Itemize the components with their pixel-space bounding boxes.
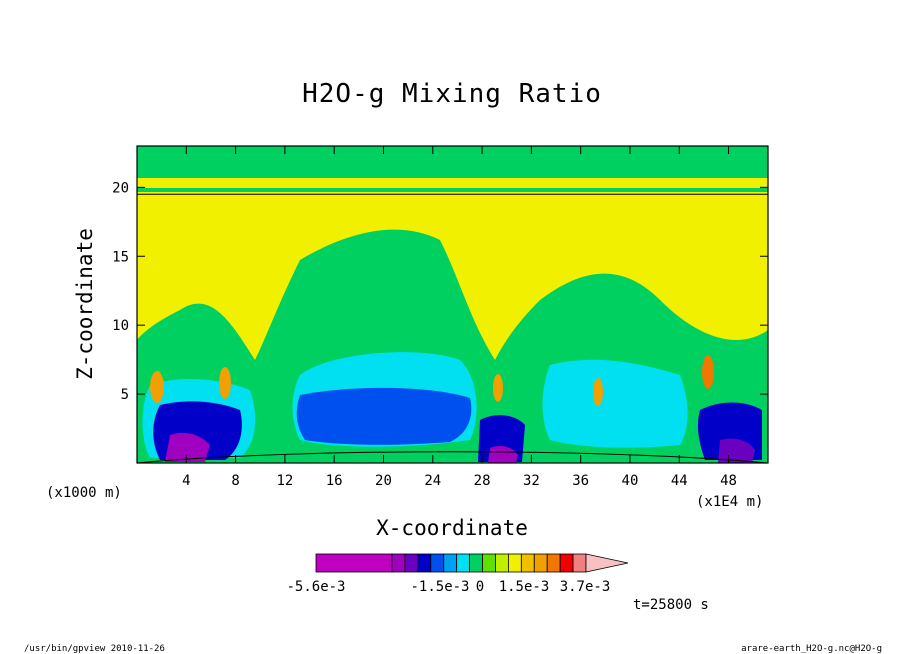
y-axis-label: Z-coordinate <box>73 228 97 380</box>
x-tick-label: 36 <box>572 473 589 489</box>
plot-frame <box>136 145 769 464</box>
colorbar-swatch <box>495 553 509 573</box>
y-ticks: 5 10 15 20 <box>112 180 768 403</box>
x-tick-label: 20 <box>375 473 392 489</box>
x-tick-label: 40 <box>622 473 639 489</box>
y-tick-label: 20 <box>112 180 129 196</box>
colorbar-swatch <box>315 553 393 573</box>
x-ticks: 4 8 12 16 20 24 28 32 36 40 44 48 <box>182 146 737 489</box>
x-tick-label: 44 <box>671 473 688 489</box>
colorbar-swatch <box>507 553 522 573</box>
contour-region <box>718 438 755 463</box>
x-tick-label: 8 <box>231 473 239 489</box>
colorbar-swatch <box>456 553 470 573</box>
x-tick-label: 32 <box>523 473 540 489</box>
colorbar-tick-labels: -5.6e-3 -1.5e-3 0 1.5e-3 3.7e-3 <box>286 579 610 595</box>
x-tick-label: 48 <box>720 473 737 489</box>
colorbar-swatch <box>391 553 406 573</box>
y-tick-label: 10 <box>112 318 129 334</box>
contour-region <box>702 355 714 389</box>
colorbar-swatch <box>404 553 419 573</box>
x-tick-label: 16 <box>326 473 343 489</box>
contour-region <box>137 188 768 192</box>
colorbar-swatch <box>572 553 587 573</box>
colorbar-swatch <box>417 553 432 573</box>
colorbar-swatch <box>482 553 496 573</box>
colorbar <box>315 553 629 573</box>
colorbar-tick-label: 1.5e-3 <box>499 579 550 595</box>
contour-region <box>542 359 688 448</box>
y-tick-label: 5 <box>121 387 129 403</box>
colorbar-swatch <box>443 553 458 573</box>
colorbar-swatch <box>469 553 483 573</box>
contour-region <box>540 275 690 360</box>
footer-right: arare-earth_H2O-g.nc@H2O-g <box>741 644 882 654</box>
x-tick-label: 28 <box>474 473 491 489</box>
contour-region <box>488 446 518 463</box>
contour-field <box>137 146 768 463</box>
colorbar-swatch <box>546 553 561 573</box>
contour-region <box>219 367 231 399</box>
colorbar-swatch <box>430 553 445 573</box>
contour-region <box>296 387 472 445</box>
contour-region <box>165 432 210 462</box>
contour-region <box>137 451 768 463</box>
footer-left: /usr/bin/gpview 2010-11-26 <box>24 644 165 654</box>
colorbar-extend-arrow <box>585 553 629 573</box>
contour-region <box>593 378 603 406</box>
contour-region <box>150 371 164 403</box>
time-label: t=25800 s <box>633 597 709 613</box>
colorbar-swatch <box>520 553 535 573</box>
colorbar-tick-label: 3.7e-3 <box>560 579 611 595</box>
y-tick-label: 15 <box>112 249 129 265</box>
colorbar-swatch <box>559 553 574 573</box>
x-tick-label: 24 <box>424 473 441 489</box>
x-axis-label: X-coordinate <box>376 516 528 540</box>
x-tick-label: 4 <box>182 473 190 489</box>
x-unit-label: (x1E4 m) <box>696 494 763 510</box>
chart-title: H2O-g Mixing Ratio <box>302 79 602 109</box>
colorbar-tick-label: 0 <box>476 579 484 595</box>
contour-region <box>493 374 503 402</box>
colorbar-tick-label: -5.6e-3 <box>286 579 345 595</box>
colorbar-tick-label: -1.5e-3 <box>410 579 469 595</box>
x-tick-label: 12 <box>276 473 293 489</box>
colorbar-swatch <box>533 553 548 573</box>
contour-region <box>299 231 470 360</box>
contour-region <box>137 205 768 360</box>
contour-region <box>137 178 768 208</box>
y-unit-label: (x1000 m) <box>46 485 122 501</box>
